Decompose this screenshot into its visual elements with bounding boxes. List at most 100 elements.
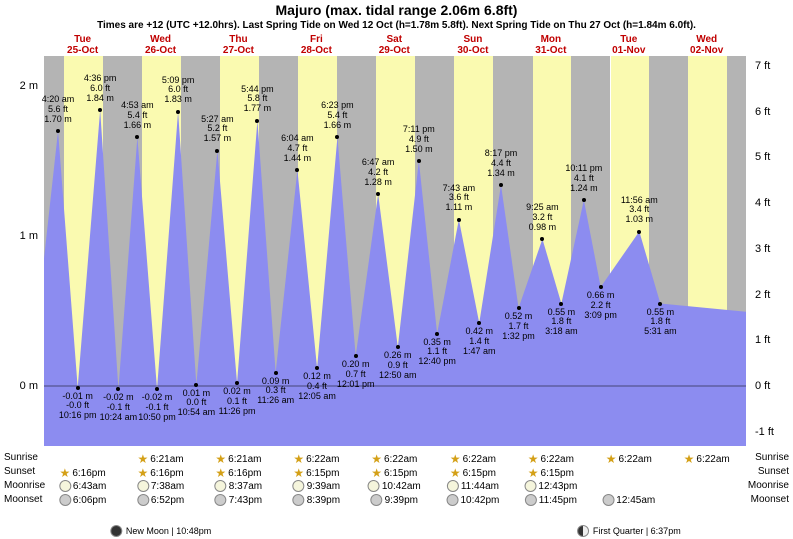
low-tide-point — [517, 306, 521, 310]
tide-chart: Majuro (max. tidal range 2.06m 6.8ft) Ti… — [0, 0, 793, 539]
tide-label: 0.12 m0.4 ft12:05 am — [298, 372, 336, 402]
tide-label: 5:09 pm6.0 ft1.83 m — [162, 76, 195, 106]
star-icon: ★ — [684, 452, 695, 466]
date-header: Fri28-Oct — [301, 34, 332, 56]
star-icon: ★ — [606, 452, 617, 466]
moonrise-cell: 10:42am — [368, 480, 421, 492]
right-tick: 0 ft — [755, 380, 770, 392]
sunrise-cell: ★6:22am — [371, 452, 417, 466]
low-tide-point — [658, 302, 662, 306]
moonset-cell: 10:42pm — [446, 494, 499, 506]
left-tick: 2 m — [20, 80, 38, 92]
tide-label: 0.42 m1.4 ft1:47 am — [463, 327, 496, 357]
sunrise-cell: ★6:22am — [528, 452, 574, 466]
moonrise-label-right: Moonrise — [748, 480, 789, 491]
sunset-label: Sunset — [4, 466, 35, 477]
high-tide-point — [215, 149, 219, 153]
moon-icon — [446, 494, 458, 506]
moon-icon — [137, 480, 149, 492]
right-tick: 7 ft — [755, 60, 770, 72]
sunrise-cell: ★6:22am — [606, 452, 652, 466]
moon-icon — [368, 480, 380, 492]
high-tide-point — [499, 183, 503, 187]
moonrise-cell: 7:38am — [137, 480, 184, 492]
low-tide-point — [477, 321, 481, 325]
low-tide-point — [274, 371, 278, 375]
low-tide-point — [116, 387, 120, 391]
star-icon: ★ — [371, 452, 382, 466]
moon-icon — [59, 494, 71, 506]
tide-label: 8:17 pm4.4 ft1.34 m — [485, 149, 518, 179]
star-icon: ★ — [60, 466, 71, 480]
high-tide-point — [376, 192, 380, 196]
right-tick: 6 ft — [755, 106, 770, 118]
right-tick: -1 ft — [755, 426, 774, 438]
high-tide-point — [255, 119, 259, 123]
moonrise-cell: 9:39am — [293, 480, 340, 492]
right-tick: 4 ft — [755, 197, 770, 209]
sunset-cell: ★6:15pm — [528, 466, 574, 480]
low-tide-point — [155, 387, 159, 391]
moonrise-cell: 6:43am — [59, 480, 106, 492]
star-icon: ★ — [137, 452, 148, 466]
tide-label: 7:11 pm4.9 ft1.50 m — [403, 125, 435, 155]
moonrise-cell: 12:43pm — [524, 480, 577, 492]
low-tide-point — [559, 302, 563, 306]
moonset-cell: 8:39pm — [293, 494, 340, 506]
moon-icon — [602, 494, 614, 506]
tide-label: 11:56 am3.4 ft1.03 m — [621, 196, 658, 226]
high-tide-point — [335, 135, 339, 139]
left-tick: 0 m — [20, 380, 38, 392]
moonset-cell: 7:43pm — [215, 494, 262, 506]
moon-phase: First Quarter | 6:37pm — [577, 525, 681, 537]
star-icon: ★ — [450, 452, 461, 466]
tide-label: 0.55 m1.8 ft3:18 am — [545, 308, 578, 338]
tide-label: -0.02 m-0.1 ft10:50 pm — [138, 393, 176, 423]
right-axis-ft: -1 ft0 ft1 ft2 ft3 ft4 ft5 ft6 ft7 ft — [751, 56, 793, 446]
tide-label: 0.66 m2.2 ft3:09 pm — [584, 291, 617, 321]
high-tide-point — [56, 129, 60, 133]
date-header: Wed02-Nov — [690, 34, 723, 56]
tide-label: 5:27 am5.2 ft1.57 m — [201, 115, 234, 145]
sunrise-cell: ★6:21am — [137, 452, 183, 466]
star-icon: ★ — [528, 466, 539, 480]
star-icon: ★ — [528, 452, 539, 466]
right-tick: 5 ft — [755, 151, 770, 163]
high-tide-point — [540, 237, 544, 241]
high-tide-point — [98, 108, 102, 112]
moonset-label: Moonset — [4, 494, 42, 505]
right-tick: 2 ft — [755, 289, 770, 301]
moon-phase: New Moon | 10:48pm — [110, 525, 211, 537]
high-tide-point — [295, 168, 299, 172]
sunrise-cell: ★6:22am — [684, 452, 730, 466]
high-tide-point — [135, 135, 139, 139]
right-tick: 1 ft — [755, 334, 770, 346]
moon-icon — [293, 494, 305, 506]
tide-label: 4:20 am5.6 ft1.70 m — [42, 95, 75, 125]
low-tide-point — [435, 332, 439, 336]
low-tide-point — [315, 366, 319, 370]
moon-icon — [371, 494, 383, 506]
star-icon: ★ — [215, 466, 226, 480]
tide-label: 6:47 am4.2 ft1.28 m — [362, 158, 395, 188]
tide-label: 4:53 am5.4 ft1.66 m — [121, 101, 154, 131]
date-header: Tue01-Nov — [612, 34, 645, 56]
tide-label: 7:43 am3.6 ft1.11 m — [443, 184, 476, 214]
date-header: Tue25-Oct — [67, 34, 98, 56]
tide-label: 0.01 m0.0 ft10:54 am — [178, 389, 216, 419]
tide-label: 0.55 m1.8 ft5:31 am — [644, 308, 677, 338]
moonrise-cell: 11:44am — [447, 480, 499, 492]
high-tide-point — [582, 198, 586, 202]
moonset-label-right: Moonset — [751, 494, 789, 505]
tide-label: 4:36 pm6.0 ft1.84 m — [84, 74, 117, 104]
left-tick: 1 m — [20, 230, 38, 242]
date-header: Mon31-Oct — [535, 34, 566, 56]
tide-label: -0.02 m-0.1 ft10:24 am — [100, 393, 138, 423]
moon-phase-icon — [577, 525, 589, 537]
low-tide-point — [599, 285, 603, 289]
sunrise-label-right: Sunrise — [755, 452, 789, 463]
tide-label: 0.35 m1.1 ft12:40 pm — [418, 338, 456, 368]
star-icon: ★ — [293, 452, 304, 466]
moonset-cell: 11:45pm — [525, 494, 577, 506]
tide-label: 10:11 pm4.1 ft1.24 m — [565, 164, 602, 194]
